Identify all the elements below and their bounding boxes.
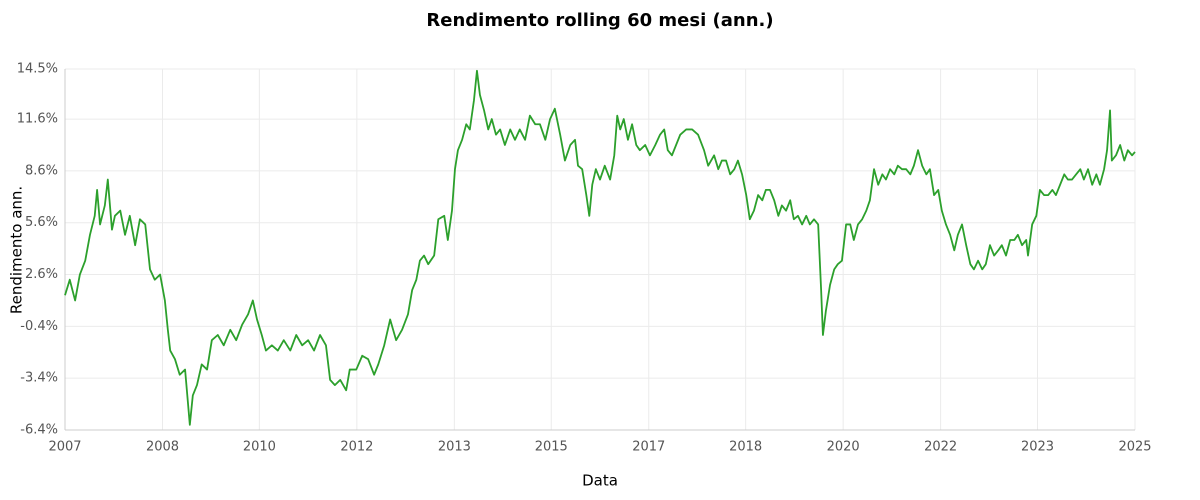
chart-title: Rendimento rolling 60 mesi (ann.)	[426, 10, 773, 31]
y-tick-label: 8.6%	[25, 163, 58, 178]
y-axis-title: Rendimento ann.	[8, 186, 26, 314]
data-line	[64, 69, 1136, 426]
x-tick-label: 2018	[729, 440, 762, 455]
x-tick-label: 2017	[632, 440, 665, 455]
x-tick-label: 2023	[1021, 440, 1054, 455]
y-tick-label: -6.4%	[20, 423, 58, 438]
x-tick-label: 2025	[1118, 440, 1151, 455]
x-tick-label: 2012	[340, 440, 373, 455]
y-tick-label: 2.6%	[25, 267, 58, 282]
x-axis-title: Data	[582, 472, 618, 490]
x-tick-label: 2008	[146, 440, 179, 455]
x-tick-label: 2010	[243, 440, 276, 455]
x-tick-label: 2013	[438, 440, 471, 455]
y-tick-label: -3.4%	[20, 371, 58, 386]
y-tick-label: -0.4%	[20, 319, 58, 334]
x-tick-label: 2020	[827, 440, 860, 455]
y-tick-label: 14.5%	[17, 62, 58, 77]
x-tick-label: 2015	[535, 440, 568, 455]
y-tick-label: 5.6%	[25, 215, 58, 230]
x-tick-label: 2022	[924, 440, 957, 455]
x-tick-label: 2007	[48, 440, 81, 455]
y-tick-label: 11.6%	[17, 112, 58, 127]
